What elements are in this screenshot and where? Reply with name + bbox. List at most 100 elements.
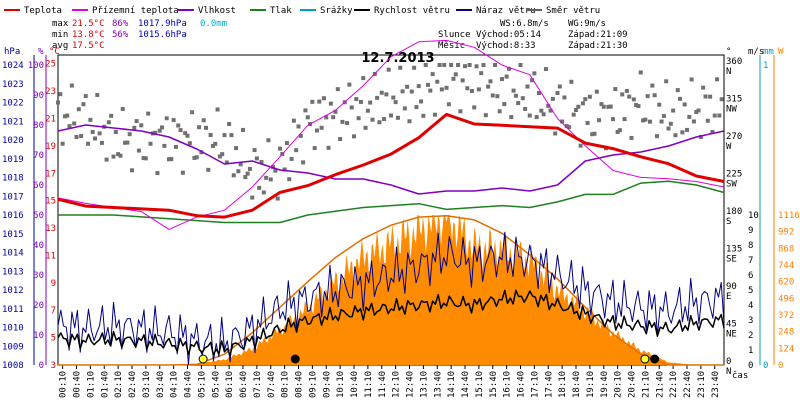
wind-direction-point	[65, 113, 70, 118]
time-tick-label: 15:40	[489, 371, 499, 398]
sun-label: Slunce	[438, 30, 471, 40]
wind-direction-point	[99, 140, 104, 145]
direction-tick-degrees: 315	[726, 95, 742, 105]
time-tick-label: 04:40	[184, 371, 194, 398]
time-tick-label: 13:40	[433, 371, 443, 398]
time-tick-label: 11:10	[364, 371, 374, 398]
wind-direction-point	[698, 134, 703, 139]
wind-direction-point	[444, 85, 449, 90]
time-tick-label: 20:40	[628, 371, 638, 398]
wind-direction-point	[58, 92, 63, 97]
wind-direction-point	[685, 127, 689, 132]
wind-direction-point	[550, 96, 555, 101]
wind-direction-point	[395, 115, 400, 120]
pressure-tick: 1019	[2, 155, 24, 165]
wind-direction-point	[456, 63, 461, 67]
wind-direction-point	[264, 175, 269, 180]
direction-tick-degrees: 0	[726, 357, 731, 367]
wind-direction-point	[562, 95, 567, 100]
wind-direction-point	[717, 113, 722, 118]
humidity-tick: 20	[33, 301, 44, 311]
wind-direction-point	[224, 160, 229, 165]
humidity-tick: 100	[28, 61, 44, 71]
wind-direction-point	[201, 118, 206, 123]
wind-direction-point	[421, 113, 426, 118]
wind-direction-point	[564, 124, 569, 129]
wind-direction-point	[93, 136, 97, 141]
wind-direction-point	[333, 109, 338, 114]
wind-direction-point	[95, 92, 100, 97]
wind-direction-point	[534, 115, 539, 120]
wind-direction-point	[500, 77, 504, 82]
wind-direction-point	[437, 63, 442, 67]
wind-direction-point	[511, 88, 516, 93]
humidity-tick: 40	[33, 241, 44, 251]
wind-direction-point	[74, 134, 79, 139]
time-tick-label: 08:10	[281, 371, 291, 398]
wind-direction-point	[160, 125, 165, 130]
wind-direction-point	[252, 148, 257, 153]
wind-direction-point	[178, 128, 183, 133]
wind-direction-point	[657, 102, 662, 107]
moon-label: Měsíc	[438, 41, 465, 51]
wind-direction-point	[347, 82, 352, 87]
wind-direction-point	[585, 120, 590, 125]
moonset-marker	[650, 354, 660, 364]
humidity-tick: 70	[33, 151, 44, 161]
wind-direction-point	[305, 115, 310, 120]
humidity-tick: 50	[33, 211, 44, 221]
time-tick-label: 10:10	[336, 371, 346, 398]
wind-direction-point	[118, 153, 123, 158]
pressure-tick: 1015	[2, 230, 24, 240]
wind-direction-point	[613, 87, 618, 92]
stats-max-rain: 0.0mm	[200, 19, 227, 29]
wind-direction-point	[541, 112, 546, 117]
wind-direction-point	[574, 107, 578, 112]
stats-max-label: max	[52, 19, 69, 29]
direction-tick-degrees: 360	[726, 57, 742, 67]
wind-direction-point	[506, 66, 511, 71]
direction-tick-degrees: 135	[726, 245, 742, 255]
temperature-tick: 5	[51, 334, 56, 344]
wind-direction-point	[601, 104, 606, 109]
wind-direction-point	[553, 131, 558, 136]
wind-direction-point	[583, 97, 588, 102]
wind-direction-point	[173, 144, 178, 149]
wind-direction-point	[335, 87, 340, 92]
temperature-axis-unit: °C	[49, 47, 60, 57]
stats-block: max 21.5°C 86% 1017.9hPa 0.0mm min 13.8°…	[52, 19, 227, 51]
wind-direction-point	[213, 141, 218, 146]
wind-direction-point	[171, 118, 176, 123]
wind-direction-point	[206, 167, 211, 172]
wind-direction-point	[624, 88, 629, 93]
wind-direction-point	[187, 141, 192, 146]
wind-direction-point	[86, 141, 91, 146]
windspeed-tick: 4	[748, 301, 753, 311]
pressure-tick: 1020	[2, 136, 24, 146]
wind-direction-point	[435, 79, 440, 84]
wind-direction-point	[365, 108, 370, 113]
wind-direction-point	[254, 156, 259, 161]
pressure-tick: 1014	[2, 249, 24, 259]
wind-direction-point	[134, 119, 139, 124]
wind-direction-point	[412, 65, 417, 70]
wind-direction-point	[671, 108, 676, 113]
wind-direction-point	[155, 171, 160, 176]
moon-rise: Východ:8:33	[476, 41, 536, 51]
wind-direction-point	[164, 116, 169, 121]
time-tick-label: 08:40	[295, 371, 305, 398]
wind-direction-point	[469, 88, 474, 93]
time-tick-label: 17:10	[530, 371, 540, 398]
temperature-tick: 19	[45, 142, 56, 152]
time-tick-label: 21:40	[655, 371, 665, 398]
wind-direction-point	[432, 112, 437, 117]
wind-direction-point	[368, 100, 373, 105]
wind-direction-point	[220, 152, 225, 157]
wind-direction-point	[127, 132, 132, 137]
legend-item: Teplota	[4, 6, 62, 16]
time-tick-label: 16:10	[503, 371, 513, 398]
stats-min-label: min	[52, 30, 68, 40]
wind-direction-point	[208, 133, 213, 138]
direction-tick-compass: W	[726, 142, 732, 152]
wind-direction-point	[234, 146, 239, 151]
